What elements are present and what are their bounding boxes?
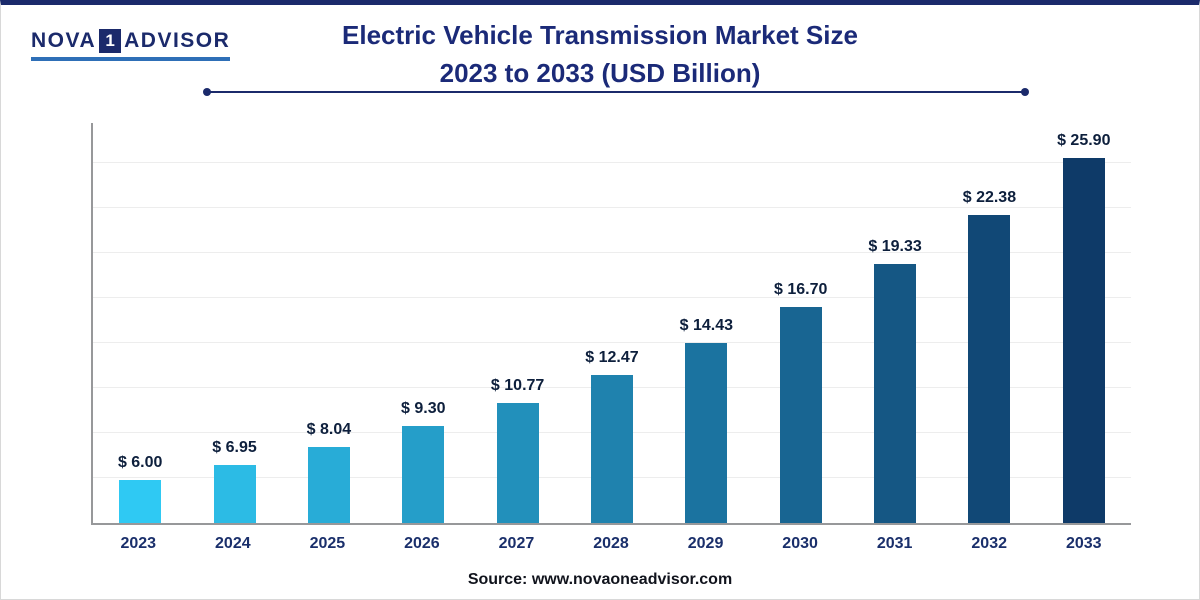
- x-axis-label-2023: 2023: [120, 535, 157, 552]
- divider-right-dot: [1021, 88, 1029, 96]
- bar-value-label-2026: $ 9.30: [401, 400, 446, 418]
- bar-2031: [874, 264, 917, 523]
- bar-column-2026: $ 9.30: [376, 123, 470, 523]
- gridline: [93, 207, 1131, 208]
- bar-column-2027: $ 10.77: [470, 123, 564, 523]
- bar-2033: [1062, 157, 1105, 523]
- bar-2029: [685, 343, 728, 523]
- x-axis-label-2029: 2029: [687, 535, 724, 552]
- bar-column-2029: $ 14.43: [659, 123, 753, 523]
- gridline: [93, 252, 1131, 253]
- bar-2025: [307, 446, 350, 523]
- x-axis-label-2030: 2030: [782, 535, 818, 552]
- bar-value-label-2033: $ 25.90: [1057, 131, 1111, 149]
- bar-2024: [213, 464, 256, 523]
- gridline: [93, 297, 1131, 298]
- bar-column-2024: $ 6.95: [187, 123, 281, 523]
- x-axis-label-2033: 2033: [1065, 535, 1102, 552]
- bar-column-2031: $ 19.33: [848, 123, 942, 523]
- bar-value-label-2027: $ 10.77: [490, 376, 545, 394]
- logo-text-left: NOVA: [31, 29, 97, 52]
- gridline: [93, 342, 1131, 343]
- bar-column-2032: $ 22.38: [942, 123, 1036, 523]
- source-text: Source: www.novaoneadvisor.com: [467, 571, 733, 588]
- x-axis-label-2031: 2031: [876, 535, 913, 552]
- page-title: Electric Vehicle Transmission Market Siz…: [1, 17, 1199, 92]
- x-axis-label-2025: 2025: [309, 535, 346, 552]
- bar-2023: [119, 479, 162, 523]
- bar-2028: [590, 375, 633, 523]
- bar-column-2030: $ 16.70: [754, 123, 848, 523]
- bar-value-label-2028: $ 12.47: [585, 349, 639, 367]
- title-divider: [203, 88, 1029, 96]
- bar-column-2023: $ 6.00: [93, 123, 187, 523]
- bar-chart-plot-area: $ 6.00 $ 6.95 $ 8.04 $ 9.30 $ 10.77 $ 12.47 $ …: [91, 123, 1131, 525]
- logo-text: NOVA 1 ADVISOR: [31, 29, 230, 53]
- bar-column-2025: $ 8.04: [282, 123, 376, 523]
- bar-value-label-2025: $ 8.04: [306, 420, 352, 438]
- page-title-line2: 2023 to 2033 (USD Billion): [439, 57, 761, 88]
- bar-column-2028: $ 12.47: [565, 123, 659, 523]
- x-axis-label-2024: 2024: [215, 535, 251, 552]
- bar-2032: [968, 214, 1011, 523]
- x-axis-labels: 2023 2024 2025 2026 2027 2028 2029 2030 2031 2032…: [91, 535, 1131, 553]
- bar-column-2033: $ 25.90: [1037, 123, 1131, 523]
- logo-underline: [31, 57, 231, 61]
- bar-2030: [779, 306, 822, 523]
- logo-box-digit: 1: [99, 29, 122, 53]
- bar-value-label-2024: $ 6.95: [212, 438, 257, 456]
- bar-value-label-2032: $ 22.38: [962, 188, 1017, 206]
- bar-value-label-2023: $ 6.00: [117, 453, 163, 471]
- bar-value-label-2030: $ 16.70: [774, 280, 828, 298]
- bar-series: $ 6.00 $ 6.95 $ 8.04 $ 9.30 $ 10.77 $ 12.47 $ …: [93, 123, 1131, 523]
- bar-value-label-2031: $ 19.33: [868, 238, 922, 255]
- bar-2026: [402, 426, 445, 523]
- nova-advisor-logo: NOVA 1 ADVISOR: [31, 29, 231, 61]
- x-axis-label-2032: 2032: [971, 535, 1007, 552]
- divider-left-dot: [203, 88, 211, 96]
- x-axis-label-2026: 2026: [404, 535, 440, 552]
- bar-value-label-2029: $ 14.43: [679, 317, 734, 335]
- bar-2027: [496, 402, 539, 523]
- x-axis-label-2028: 2028: [593, 535, 629, 552]
- gridline: [93, 162, 1131, 163]
- page-title-line1: Electric Vehicle Transmission Market Siz…: [342, 20, 858, 50]
- x-axis-label-2027: 2027: [498, 535, 535, 552]
- logo-text-right: ADVISOR: [124, 29, 231, 52]
